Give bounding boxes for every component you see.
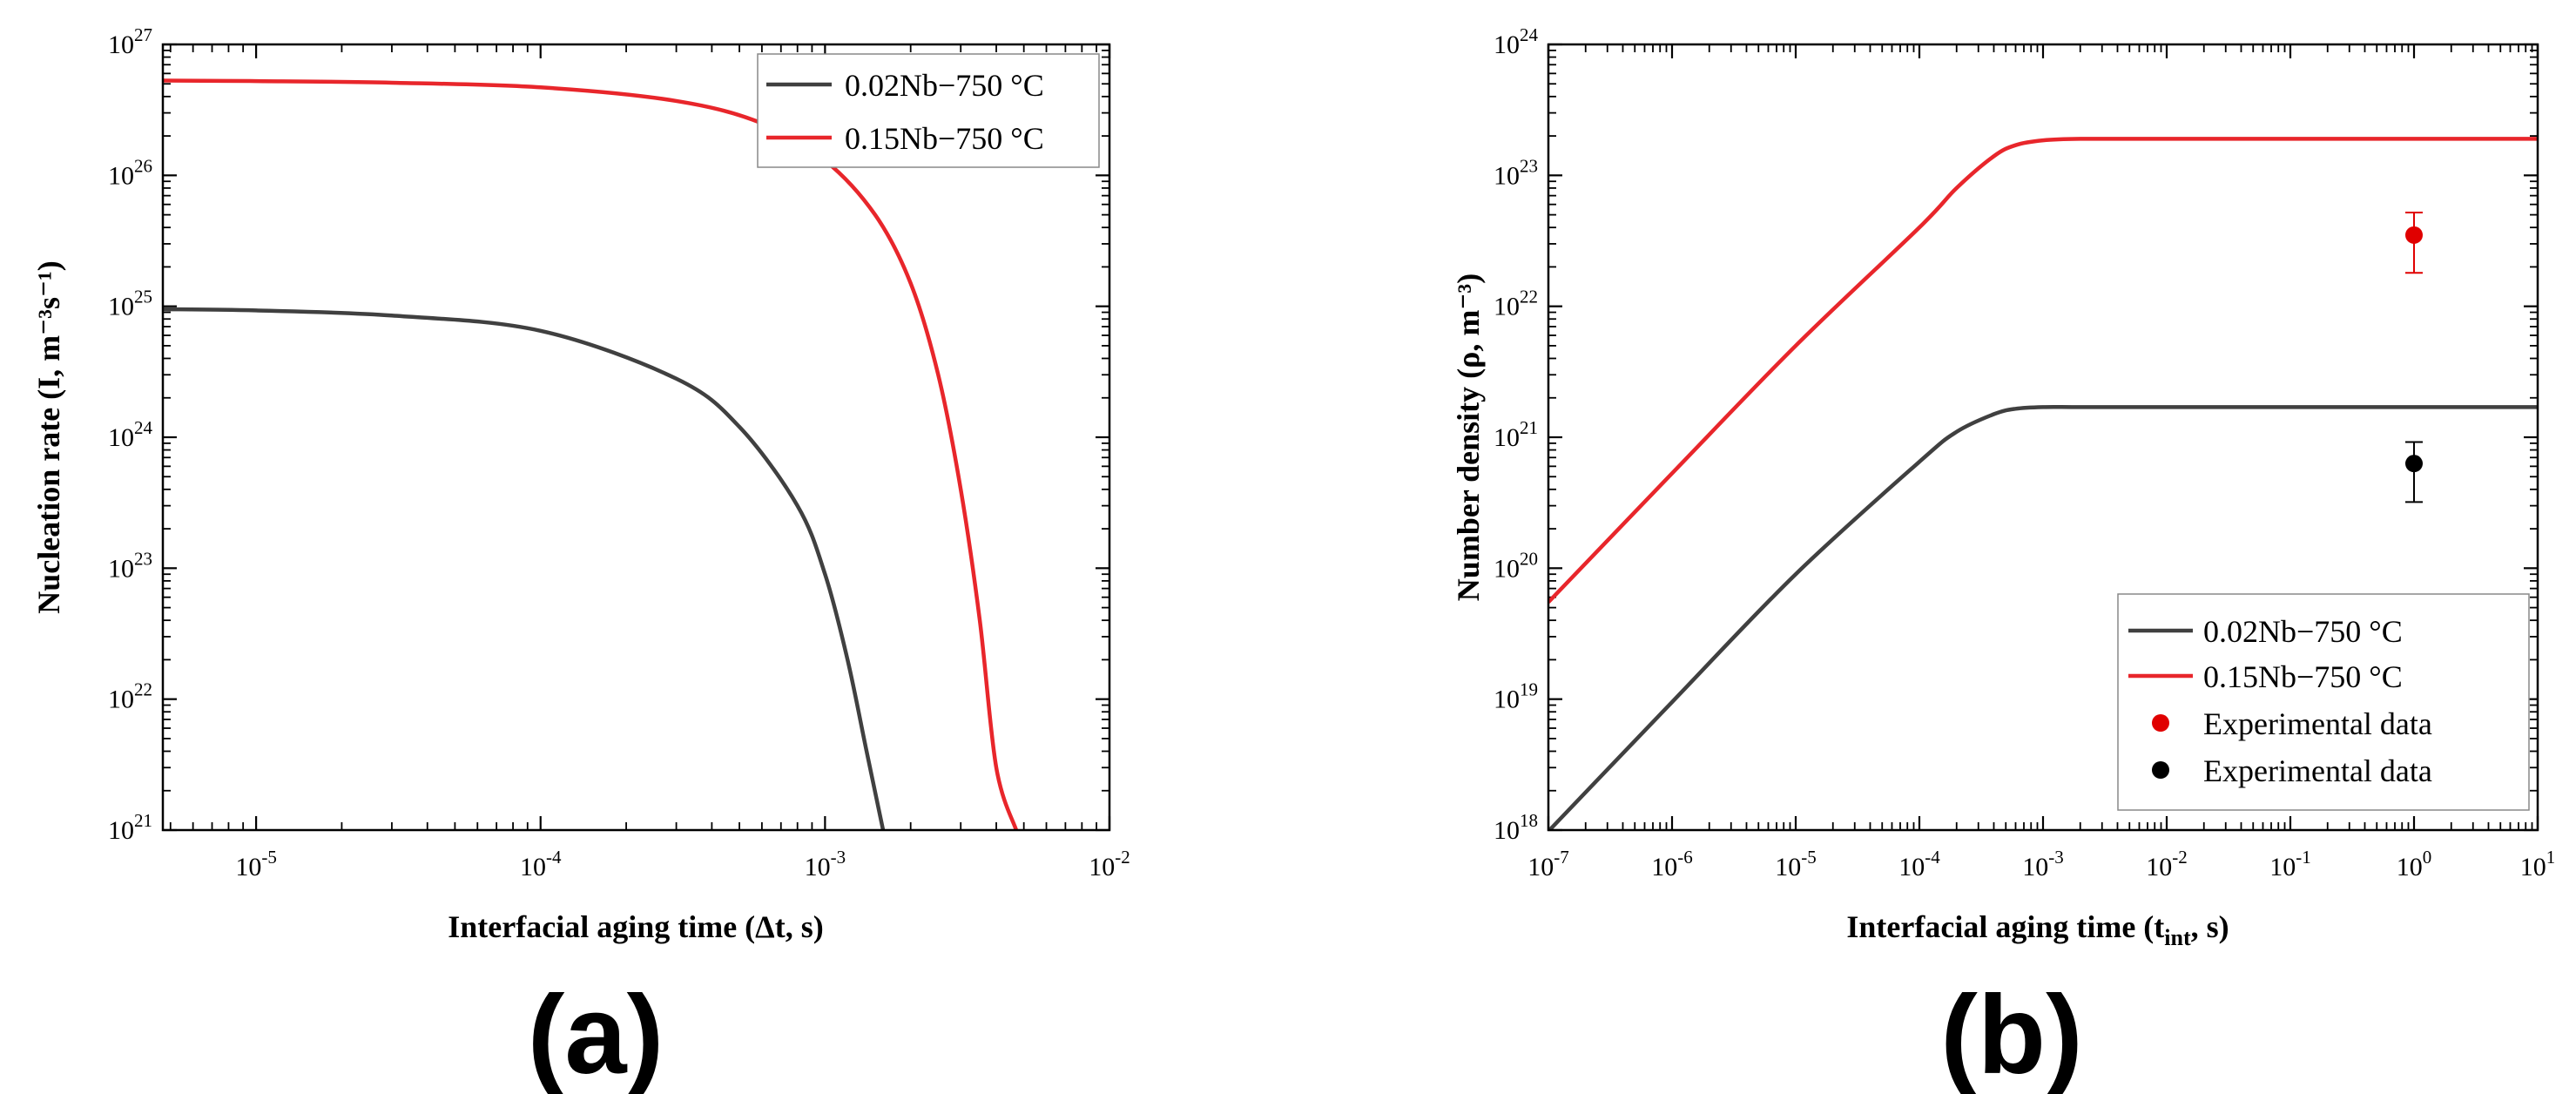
panel-a-x-tick-label: 10-2	[1089, 847, 1130, 881]
panel-a-xlabel: Interfacial aging time (Δt, s)	[448, 909, 823, 944]
panel-a-legend-label-1: 0.02Nb−750 °C	[845, 68, 1044, 103]
panel-b-legend-label-3: Experimental data	[2203, 706, 2432, 741]
panel-b-x-tick-label: 10-6	[1651, 847, 1693, 881]
panel-b-plot-area	[1548, 137, 2538, 830]
panel-a-y-tick-label: 1027	[108, 24, 152, 59]
panel-b-y-tick-label: 1022	[1494, 287, 1538, 321]
panel-b-axes-frame	[1547, 43, 2539, 832]
panel-b-data-point	[2405, 226, 2423, 244]
panel-b-xlabel: Interfacial aging time (tint, s)	[1846, 909, 2229, 950]
panel-a-y-tick-label: 1022	[108, 679, 152, 714]
panel-b-legend-marker-3	[2152, 714, 2169, 732]
panel-b-legend-marker-4	[2152, 761, 2169, 779]
panel-b-y-tick-label: 1023	[1494, 155, 1538, 190]
panel-b-legend-label-1: 0.02Nb−750 °C	[2203, 614, 2403, 649]
panel-a-x-tick-label: 10-5	[235, 847, 277, 881]
panel-b-x-tick-label: 10-1	[2269, 847, 2311, 881]
panel-b-legend: 0.02Nb−750 °C 0.15Nb−750 °C Experimental…	[2117, 593, 2530, 811]
panel-b-x-tick-label: 10-7	[1527, 847, 1569, 881]
panel-b-ylabel: Number density (ρ, m⁻³)	[1451, 274, 1486, 601]
panel-b-y-tick-label: 1024	[1494, 24, 1539, 59]
panel-a-y-tick-label: 1025	[108, 287, 152, 321]
panel-b-xlabel-sub: int	[2164, 925, 2191, 950]
panel-a-y-tick-label: 1026	[108, 155, 152, 190]
panel-a-axes-frame	[161, 43, 1111, 832]
panel-b-xlabel-end: , s)	[2191, 909, 2229, 944]
panel-a-series-line-2	[163, 78, 1019, 830]
panel-b-legend-label-4: Experimental data	[2203, 753, 2432, 788]
panel-a-x-tick-label: 10-3	[805, 847, 846, 881]
panel-a-series-line-1	[163, 307, 886, 830]
panel-b-x-tick-label: 10-2	[2146, 847, 2188, 881]
panel-b-x-tick-label: 10-5	[1775, 847, 1817, 881]
panel-a: 10-5 10-4 10-3 10-2 1021 1022 1023 1024 1025 1026…	[31, 24, 1130, 1094]
panel-b-series-line-1	[1548, 404, 2538, 830]
panel-b-series-line-2	[1548, 137, 2538, 604]
panel-a-ylabel: Nucleation rate (I, m⁻³s⁻¹)	[31, 260, 66, 614]
panel-b-data-point	[2405, 455, 2423, 473]
panel-b-label: (b)	[1940, 973, 2082, 1094]
panel-a-legend-box	[757, 53, 1100, 168]
panel-b-x-tick-label: 101	[2520, 847, 2556, 881]
panel-a-legend-label-2: 0.15Nb−750 °C	[845, 121, 1044, 156]
panel-b-y-tick-label: 1018	[1494, 810, 1538, 845]
panel-b-y-tick-label: 1020	[1494, 548, 1538, 583]
panel-a-x-tick-label: 10-4	[520, 847, 562, 881]
panel-b-x-tick-label: 10-3	[2022, 847, 2064, 881]
panel-b-y-tick-label: 1019	[1494, 679, 1538, 714]
panel-a-label: (a)	[528, 973, 664, 1094]
panel-b-xlabel-main: Interfacial aging time (t	[1846, 909, 2164, 944]
panel-b-x-tick-label: 10-4	[1898, 847, 1940, 881]
panel-b-x-tick-label: 100	[2397, 847, 2432, 881]
panel-a-y-tick-label: 1023	[108, 548, 152, 583]
panel-a-gridlayer: 10-5 10-4 10-3 10-2 1021 1022 1023 1024 1025 1026…	[108, 24, 1130, 881]
panel-a-legend: 0.02Nb−750 °C 0.15Nb−750 °C	[757, 53, 1100, 168]
panel-a-y-tick-label: 1024	[108, 417, 153, 452]
panel-a-plot-area	[163, 78, 1019, 830]
panel-b-y-tick-label: 1021	[1494, 417, 1538, 452]
panel-b-legend-label-2: 0.15Nb−750 °C	[2203, 659, 2403, 694]
panel-a-y-tick-label: 1021	[108, 810, 152, 845]
panel-b: 10-7 10-6 10-5 10-4 10-3 10-2 10-1 100 101 1018 10…	[1451, 24, 2555, 1094]
